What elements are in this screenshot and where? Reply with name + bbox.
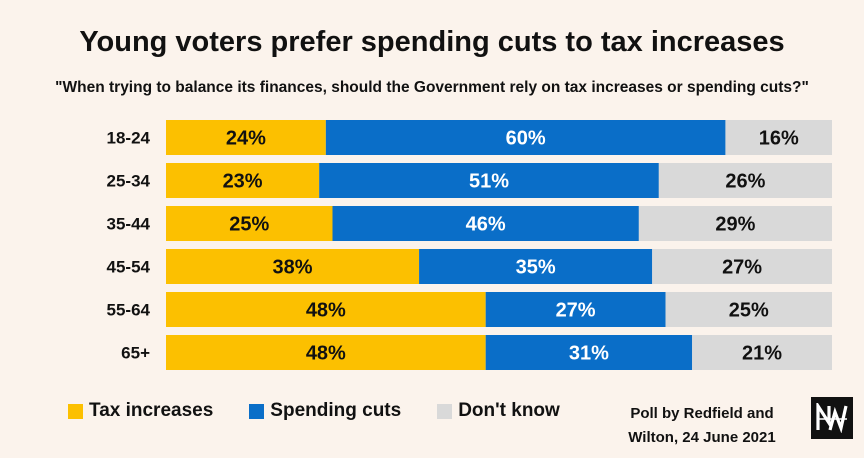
data-label-tax: 48% — [306, 300, 346, 322]
bar-tax — [166, 206, 333, 241]
data-label-dontknow: 27% — [722, 257, 762, 279]
bar-spending — [332, 206, 639, 241]
data-label-dontknow: 16% — [759, 128, 799, 150]
category-label: 35-44 — [107, 215, 151, 234]
bar-tax — [166, 335, 486, 370]
legend-item-dontknow: Don't know — [437, 400, 560, 422]
data-label-tax: 23% — [223, 171, 263, 193]
stacked-bar-chart: 18-24 24% 60% 16% 25-34 23% 51% 26% 35-44 25% 46% 2… — [107, 120, 832, 370]
data-label-spending: 46% — [466, 214, 506, 236]
bar-dontknow — [692, 335, 832, 370]
legend: Tax increases Spending cuts Don't know — [68, 400, 596, 422]
category-label: 45-54 — [107, 258, 151, 277]
legend-swatch-dontknow — [437, 403, 453, 419]
bar-tax — [166, 120, 326, 155]
data-label-dontknow: 21% — [742, 343, 782, 365]
data-label-spending: 51% — [469, 171, 509, 193]
data-label-spending: 60% — [506, 128, 546, 150]
bar-tax — [166, 163, 320, 198]
bar-dontknow — [652, 249, 832, 284]
source-line-1: Poll by Redfield and — [630, 405, 774, 422]
new-statesman-logo-icon — [811, 397, 853, 439]
data-label-spending: 31% — [569, 343, 609, 365]
bar-spending — [485, 292, 666, 327]
bar-dontknow — [638, 206, 832, 241]
chart-subtitle: "When trying to balance its finances, sh… — [55, 79, 809, 96]
category-label: 18-24 — [107, 129, 151, 148]
legend-swatch-spending — [249, 403, 265, 419]
bar-dontknow — [658, 163, 832, 198]
bar-dontknow — [725, 120, 832, 155]
bar-spending — [485, 335, 693, 370]
data-label-tax: 48% — [306, 343, 346, 365]
bar-tax — [166, 292, 486, 327]
source-note: Poll by Redfield and Wilton, 24 June 202… — [612, 402, 792, 450]
legend-label-spending: Spending cuts — [270, 400, 402, 421]
legend-swatch-tax — [68, 403, 83, 419]
legend-item-tax: Tax increases — [68, 400, 213, 422]
source-line-2: Wilton, 24 June 2021 — [628, 429, 776, 446]
data-label-dontknow: 25% — [729, 300, 769, 322]
logo-mark-icon — [816, 403, 848, 433]
data-label-tax: 25% — [229, 214, 269, 236]
category-label: 55-64 — [107, 301, 151, 320]
category-label: 25-34 — [107, 172, 151, 191]
data-label-tax: 24% — [226, 128, 266, 150]
chart-title: Young voters prefer spending cuts to tax… — [79, 26, 785, 58]
data-label-dontknow: 26% — [725, 171, 765, 193]
data-label-spending: 27% — [556, 300, 596, 322]
data-label-tax: 38% — [273, 257, 313, 279]
data-label-spending: 35% — [516, 257, 556, 279]
bar-tax — [166, 249, 420, 284]
bar-dontknow — [665, 292, 832, 327]
legend-label-tax: Tax increases — [89, 400, 214, 421]
bar-spending — [325, 120, 726, 155]
data-label-dontknow: 29% — [715, 214, 755, 236]
bar-spending — [319, 163, 659, 198]
legend-label-dontknow: Don't know — [458, 400, 560, 421]
category-label: 65+ — [121, 344, 150, 363]
legend-item-spending: Spending cuts — [249, 400, 401, 422]
bar-spending — [419, 249, 653, 284]
